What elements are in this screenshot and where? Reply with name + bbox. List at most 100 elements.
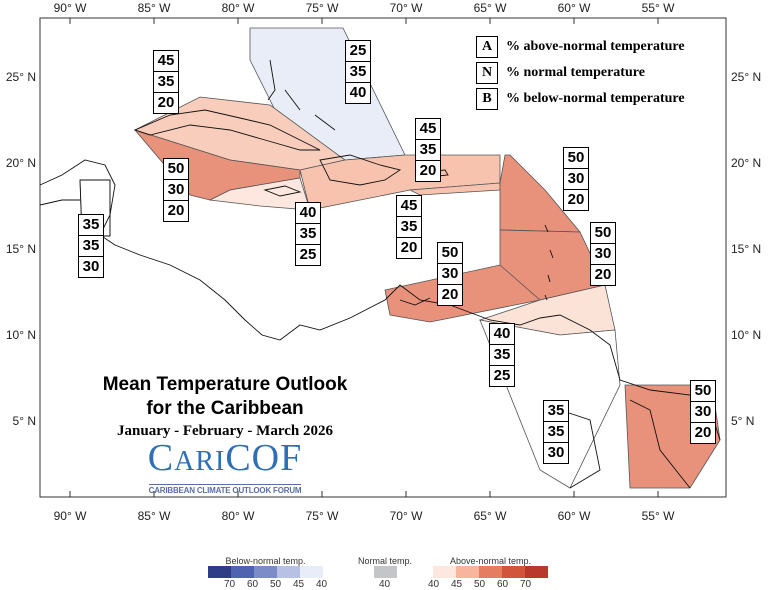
probability-box: 45 35 20: [153, 50, 179, 114]
lat-label: 15° N: [731, 242, 761, 256]
prob-a: 40: [296, 203, 320, 224]
prob-a: 45: [397, 196, 421, 217]
prob-n: 30: [164, 180, 188, 201]
lon-label: 70° W: [390, 1, 423, 15]
prob-a: 50: [591, 223, 615, 244]
legend-tick: 60: [497, 579, 509, 590]
prob-n: 35: [490, 345, 514, 366]
prob-b: 20: [419, 162, 437, 179]
key-below: B% below-normal temperature: [476, 86, 685, 112]
legend-swatch: [525, 566, 548, 578]
prob-b: 20: [441, 286, 459, 303]
lon-label: 70° W: [390, 509, 423, 523]
lon-label: 85° W: [138, 509, 171, 523]
legend-swatch: [231, 566, 254, 578]
legend-tick: 45: [451, 579, 463, 590]
probability-box: 40 35 25: [489, 323, 515, 387]
probability-box: 45 35 20: [415, 118, 441, 182]
prob-b: 40: [349, 84, 367, 101]
title-line1: Mean Temperature Outlook: [102, 374, 348, 395]
legend-normal: Normal temp. 40: [357, 556, 412, 590]
prob-n: 35: [79, 236, 103, 257]
legend-tick: 50: [270, 579, 282, 590]
prob-b: 20: [694, 424, 712, 441]
lon-label: 60° W: [558, 1, 591, 15]
probability-box: 35 35 30: [78, 214, 104, 278]
legend-above: Above-normal temp. 40 45 50 60 70: [428, 556, 548, 590]
prob-n: 30: [438, 264, 462, 285]
lat-label: 10° N: [731, 328, 761, 342]
lon-label: 65° W: [474, 509, 507, 523]
lat-label: 5° N: [731, 414, 754, 428]
legend-tick: 50: [474, 579, 486, 590]
map-title: Mean Temperature Outlook for the Caribbe…: [80, 373, 370, 498]
prob-n: 30: [691, 402, 715, 423]
prob-a: 50: [438, 243, 462, 264]
key-normal: N% normal temperature: [476, 60, 685, 86]
legend-tick: 70: [520, 579, 532, 590]
legend-tick: 60: [247, 579, 259, 590]
legend-tick: 70: [224, 579, 236, 590]
prob-b: 20: [567, 191, 585, 208]
prob-a: 35: [544, 401, 568, 422]
legend-tick: 40: [428, 579, 440, 590]
legend-swatch: [373, 566, 397, 578]
legend-swatch: [277, 566, 300, 578]
title-line2: for the Caribbean: [146, 398, 304, 419]
prob-a: 35: [79, 215, 103, 236]
prob-a: 50: [691, 381, 715, 402]
prob-a: 50: [164, 159, 188, 180]
lon-label: 65° W: [474, 1, 507, 15]
probability-box: 25 35 40: [345, 40, 371, 104]
lon-label: 60° W: [558, 509, 591, 523]
probability-box: 50 30 20: [563, 147, 589, 211]
prob-a: 45: [416, 119, 440, 140]
legend-swatch: [300, 566, 323, 578]
lon-label: 80° W: [222, 509, 255, 523]
lat-label: 10° N: [6, 328, 36, 342]
prob-n: 35: [416, 140, 440, 161]
legend-swatch: [433, 566, 456, 578]
prob-b: 25: [493, 367, 511, 384]
legend-tick: 40: [379, 579, 391, 590]
probability-box: 45 35 20: [396, 195, 422, 259]
legend-swatch: [254, 566, 277, 578]
lat-label: 20° N: [6, 156, 36, 170]
probability-box: 50 30 20: [690, 380, 716, 444]
probability-box: 50 30 20: [163, 158, 189, 222]
caricof-logo: CARICOF: [147, 437, 303, 479]
prob-a: 40: [490, 324, 514, 345]
legend-swatch: [479, 566, 502, 578]
legend-swatch: [208, 566, 231, 578]
legend-tick: 45: [293, 579, 305, 590]
lat-label: 25° N: [731, 70, 761, 84]
legend-swatch: [502, 566, 525, 578]
prob-n: 35: [346, 62, 370, 83]
key-above: A% above-normal temperature: [476, 34, 685, 60]
key-legend: A% above-normal temperature N% normal te…: [476, 34, 685, 112]
prob-b: 30: [547, 444, 565, 461]
lat-label: 25° N: [6, 70, 36, 84]
lon-label: 80° W: [222, 1, 255, 15]
probability-box: 50 30 20: [590, 222, 616, 286]
prob-a: 45: [154, 51, 178, 72]
prob-n: 35: [296, 224, 320, 245]
lon-label: 75° W: [306, 509, 339, 523]
prob-a: 50: [564, 148, 588, 169]
lon-label: 75° W: [306, 1, 339, 15]
prob-n: 30: [591, 244, 615, 265]
prob-n: 35: [397, 217, 421, 238]
prob-b: 20: [167, 202, 185, 219]
legend-below: Below-normal temp. 70 60 50 45 40: [208, 556, 327, 590]
probability-box: 50 30 20: [437, 242, 463, 306]
lat-label: 15° N: [6, 242, 36, 256]
lat-label: 20° N: [731, 156, 761, 170]
prob-b: 20: [594, 266, 612, 283]
probability-box: 35 35 30: [543, 400, 569, 464]
prob-b: 25: [299, 246, 317, 263]
prob-b: 20: [400, 239, 418, 256]
legend-swatch: [456, 566, 479, 578]
lat-label: 5° N: [13, 414, 36, 428]
lon-label: 55° W: [642, 1, 675, 15]
prob-n: 35: [154, 72, 178, 93]
